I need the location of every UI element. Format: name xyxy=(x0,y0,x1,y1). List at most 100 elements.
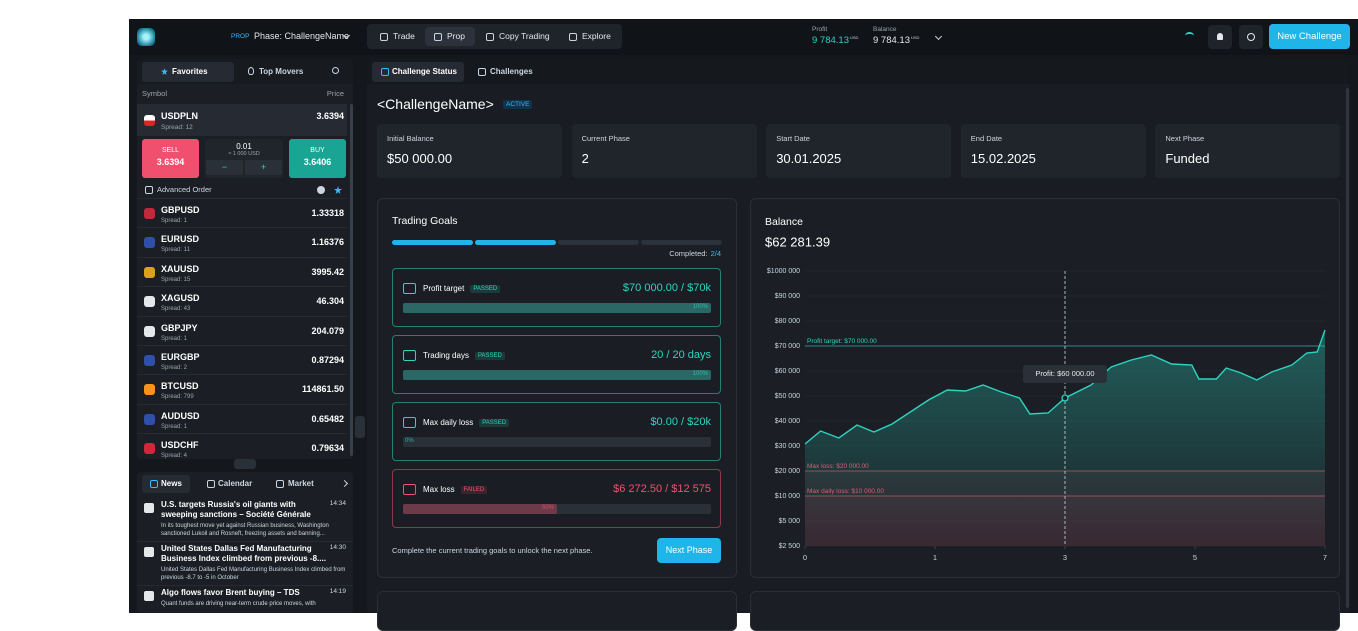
news-title[interactable]: Algo flows favor Brent buying – TDS xyxy=(161,588,300,597)
goals-title: Trading Goals xyxy=(392,215,458,227)
nav-tab-active xyxy=(425,27,475,46)
balance-line xyxy=(804,329,1326,445)
stat-label: End Date xyxy=(970,134,1003,143)
news-title[interactable]: United States Dallas Fed Manufacturing B… xyxy=(161,544,326,563)
minus-button[interactable]: − xyxy=(206,160,243,175)
goal-icon xyxy=(403,417,416,428)
goal-icon xyxy=(403,283,416,294)
news-tab[interactable]: News xyxy=(161,479,182,488)
icon xyxy=(486,33,494,41)
new-challenge-button[interactable]: New Challenge xyxy=(1269,24,1350,49)
row-symbol[interactable]: GBPUSD xyxy=(161,205,200,215)
balance-block: 9 784.13 USD xyxy=(873,35,919,46)
row-divider xyxy=(137,286,347,288)
main-tab[interactable]: Challenge Status xyxy=(392,67,457,76)
resize-handle[interactable] xyxy=(234,459,256,469)
row-symbol[interactable]: USDCHF xyxy=(161,440,199,451)
col-price: Price xyxy=(326,89,344,98)
news-panel xyxy=(137,472,353,613)
top-bar xyxy=(129,19,1358,55)
sell-button[interactable] xyxy=(142,139,199,178)
search-icon[interactable] xyxy=(332,67,339,74)
plus-button[interactable]: + xyxy=(245,160,282,175)
goal-name: Trading days xyxy=(423,351,469,360)
row-symbol[interactable]: XAUUSD xyxy=(161,263,200,274)
price: 3.6394 xyxy=(316,111,344,121)
star-icon xyxy=(161,68,168,75)
buy-price: 3.6406 xyxy=(303,157,332,167)
symbol: USDPLN xyxy=(161,111,199,121)
row-price: 0.65482 xyxy=(311,413,344,424)
row-symbol[interactable]: AUDUSD xyxy=(161,410,200,421)
news-tab[interactable]: Calendar xyxy=(218,479,253,488)
prop-badge: PROP xyxy=(231,33,250,40)
news-title[interactable]: U.S. targets Russia's oil giants with sw… xyxy=(161,500,311,519)
goal-head: Profit target PASSED xyxy=(423,284,501,293)
stat-label: Start Date xyxy=(776,134,810,143)
icon xyxy=(150,480,158,488)
logo xyxy=(137,28,155,46)
buy-button[interactable] xyxy=(289,139,346,178)
advanced-order[interactable]: Advanced Order xyxy=(157,185,212,194)
selected-row[interactable] xyxy=(137,104,347,136)
row-divider xyxy=(137,374,347,376)
news-icon xyxy=(144,591,154,601)
stat-card xyxy=(377,124,562,178)
row-symbol[interactable]: XAGUSD xyxy=(161,293,200,304)
balance-chart: Balance $62 281.39 $1000 000 $90 000 $80 000… xyxy=(765,216,1327,562)
profit-label: Profit xyxy=(812,26,828,33)
goal-status: PASSED xyxy=(474,351,505,360)
y-tick-label: $30 000 xyxy=(775,443,800,450)
watchlist-tab[interactable]: Favorites xyxy=(172,67,208,76)
row-symbol[interactable]: EURUSD xyxy=(161,234,200,245)
icon xyxy=(276,480,284,488)
goal-name: Max loss xyxy=(423,485,455,494)
row-flag xyxy=(144,413,155,425)
row-symbol[interactable]: EURGBP xyxy=(161,352,200,362)
main-tab-active xyxy=(372,62,464,82)
nav-tab[interactable]: Copy Trading xyxy=(499,31,550,41)
y-tick-label: $40 000 xyxy=(775,418,800,425)
row-symbol[interactable]: BTCUSD xyxy=(161,381,199,392)
main-tabs xyxy=(367,59,1350,84)
stat-value: 2 xyxy=(581,151,589,166)
goal-card xyxy=(392,469,721,528)
favorite-icon[interactable] xyxy=(334,186,342,194)
goal-value: $70 000.00 / $70k xyxy=(622,282,711,294)
stat-value: 15.02.2025 xyxy=(970,151,1036,166)
row-symbol[interactable]: GBPJPY xyxy=(161,322,198,333)
profit-unit: USD xyxy=(849,35,859,40)
grid-icon xyxy=(145,186,153,194)
nav-tab[interactable]: Trade xyxy=(393,31,415,41)
row-flag xyxy=(144,237,155,249)
balance-value: 9 784.13 xyxy=(873,35,910,46)
row-divider xyxy=(137,433,347,435)
goal-track xyxy=(403,504,711,514)
fire-icon xyxy=(248,67,254,75)
tooltip-label: Profit: $60 000.00 xyxy=(1035,369,1094,378)
collapse-handle[interactable] xyxy=(355,416,365,438)
row-divider xyxy=(137,315,347,317)
goal-segment xyxy=(641,240,722,245)
bottom-card xyxy=(750,591,1340,631)
nav-tab[interactable]: Explore xyxy=(582,31,611,41)
watchlist-tab[interactable]: Top Movers xyxy=(259,67,304,76)
goal-progress-label: 100% xyxy=(692,371,708,377)
completed-value: 2/4 xyxy=(710,249,721,258)
news-tab[interactable]: Market xyxy=(288,479,314,488)
x-tick-label: 1 xyxy=(933,553,937,562)
chart-title: Balance xyxy=(765,216,803,228)
nav-tab[interactable]: Prop xyxy=(447,31,465,41)
stat-card xyxy=(766,124,952,178)
y-tick-label: $80 000 xyxy=(775,318,800,325)
news-body: Quant funds are driving near-term crude … xyxy=(161,601,316,607)
next-phase-button[interactable]: Next Phase xyxy=(657,538,721,563)
phase-select[interactable]: Phase: ChallengeName xyxy=(254,31,350,41)
row-price: 1.16376 xyxy=(311,237,344,248)
main-tab[interactable]: Challenges xyxy=(490,67,533,76)
row-divider xyxy=(137,198,347,199)
y-tick-label: $5 000 xyxy=(779,518,801,525)
stat-card xyxy=(571,124,757,178)
goal-value: 20 / 20 days xyxy=(651,349,711,361)
news-tab-active xyxy=(142,475,190,493)
